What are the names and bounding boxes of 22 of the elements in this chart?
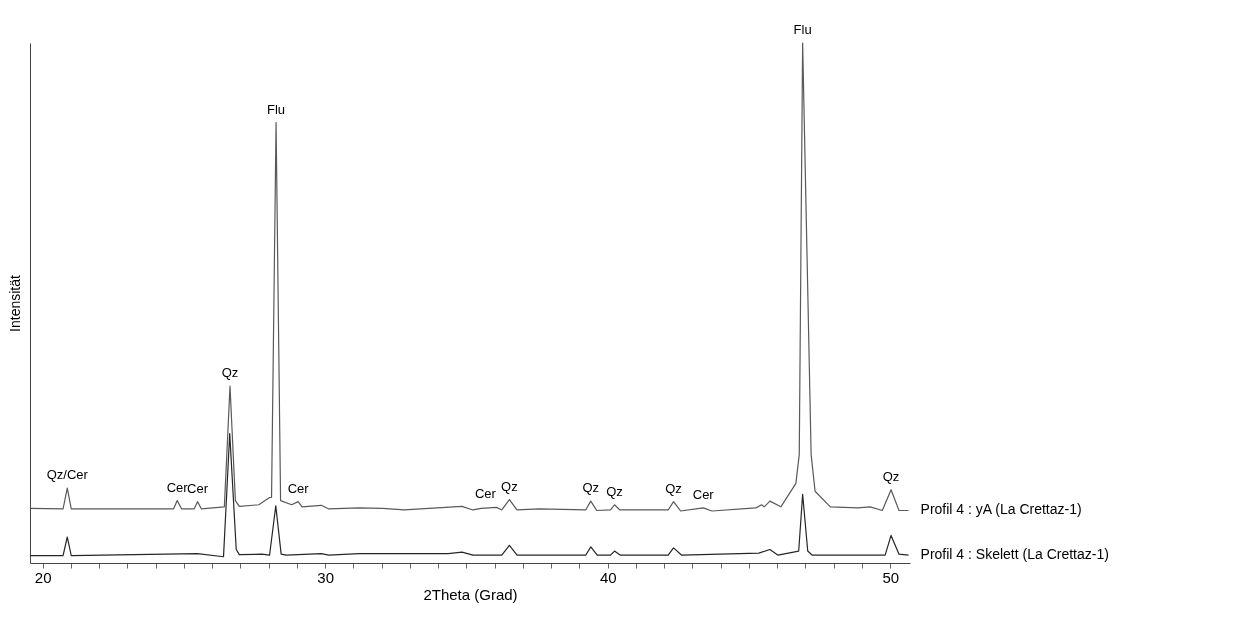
annotation: Cer [166,479,189,495]
annotation: Flu [267,101,286,117]
series-label: Profil 4 : Skelett (La Crettaz-1) [920,546,1109,563]
y-axis-title: Intensität [6,274,23,332]
annotation: Cer [692,486,715,502]
annotation: Qz [665,480,682,496]
annotation: Qz [501,478,518,494]
annotation: Qz [606,483,623,499]
annotation: Flu [793,22,812,37]
annotation: Qz [582,480,600,496]
series-label: Profil 4 : yA (La Crettaz-1) [920,501,1082,518]
x-tick-label: 30 [317,568,335,586]
x-tick-label: 50 [882,568,900,586]
annotation: Qz [882,468,900,484]
x-tick-label: 40 [599,568,617,586]
annotation: Cer [187,480,209,496]
annotation: Qz/Cer [46,467,89,483]
annotation: Cer [287,480,310,496]
annotation: Qz [221,365,239,381]
x-axis-title: 2Theta (Grad) [423,585,518,603]
x-tick-label: 20 [34,568,52,586]
annotation: Cer [474,486,497,502]
